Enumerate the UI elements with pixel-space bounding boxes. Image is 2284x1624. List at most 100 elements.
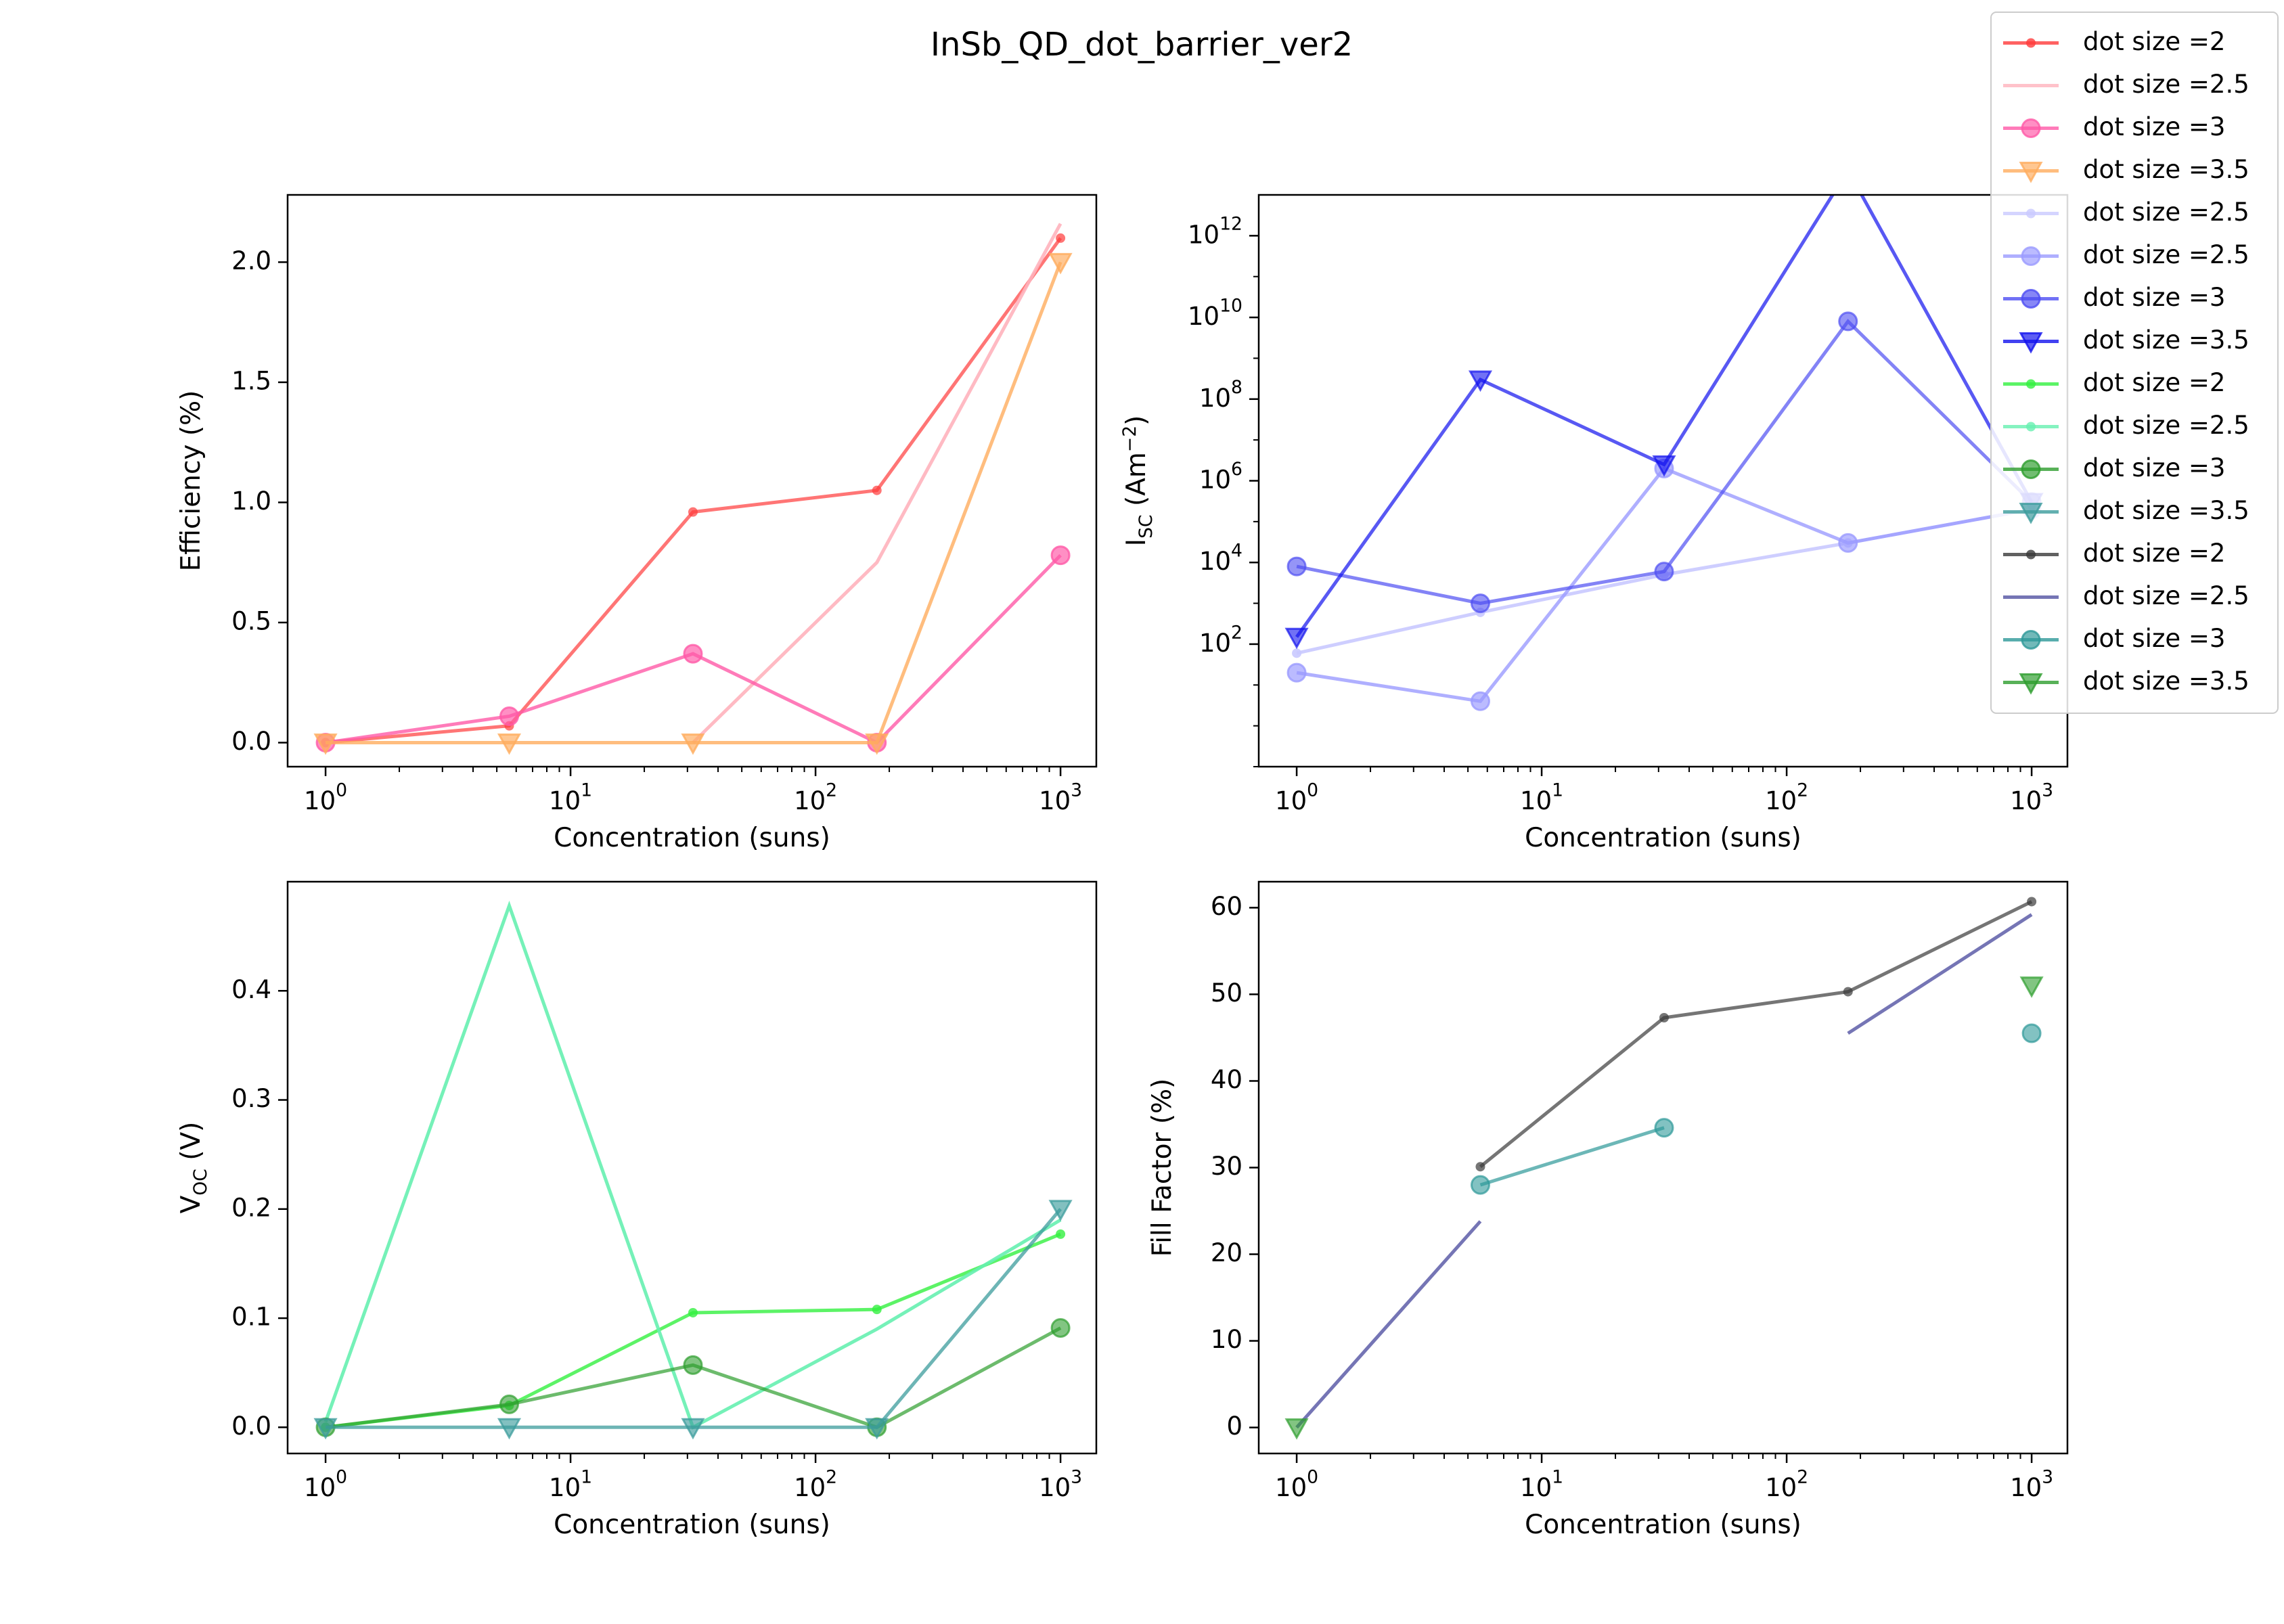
legend-label: dot size =2.5: [2083, 70, 2249, 99]
legend-label: dot size =2: [2083, 27, 2225, 56]
data-point: [872, 485, 882, 495]
legend-marker: [2019, 162, 2043, 183]
data-point: [865, 1418, 889, 1440]
y-tick-label: 40: [1211, 1065, 1242, 1094]
data-point: [1056, 1229, 1066, 1239]
legend-entry: dot size =3.5: [2003, 325, 2249, 355]
series-line: [1479, 900, 2033, 1169]
data-point: [313, 733, 338, 755]
legend-label: dot size =3: [2083, 453, 2225, 482]
chart-panel-bottom-left: 100 101 102 103 0.0 0.1 0.2 0.3 0.4 Concentration…: [176, 880, 1098, 1540]
x-axis-label: Concentration (suns): [1525, 1510, 1801, 1540]
data-point: [1468, 370, 1493, 392]
series-line: [1296, 466, 2032, 703]
data-point: [1056, 233, 1066, 243]
legend-frame: [1990, 12, 2279, 714]
legend-label: dot size =2.5: [2083, 411, 2249, 440]
legend-marker: [2021, 630, 2041, 650]
plot-area: [1284, 897, 2044, 1440]
y-tick-label: 108: [1199, 377, 1242, 413]
data-point: [1048, 252, 1073, 275]
series-1: [692, 223, 1062, 744]
series-line: [1295, 1220, 1482, 1429]
data-point: [1284, 627, 1309, 650]
data-point: [681, 1418, 705, 1440]
data-point: [2021, 1023, 2042, 1043]
legend-marker: [2026, 379, 2036, 389]
y-tick-label: 1010: [1188, 295, 1242, 331]
x-tick-label: 100: [304, 1466, 347, 1502]
legend-label: dot size =3: [2083, 624, 2225, 653]
y-tick-label: 60: [1211, 892, 1242, 921]
legend-label: dot size =3.5: [2083, 667, 2249, 696]
x-tick-label: 100: [1275, 780, 1318, 815]
legend-label: dot size =3: [2083, 283, 2225, 312]
x-tick-label: 103: [2010, 1466, 2053, 1502]
series-line: [323, 900, 1062, 1430]
x-tick-label: 102: [794, 780, 837, 815]
legend-marker: [2019, 673, 2043, 695]
figure-title: InSb_QD_dot_barrier_ver2: [931, 26, 1353, 64]
data-point: [1292, 648, 1302, 658]
y-tick-label: 0.4: [231, 975, 271, 1004]
legend-label: dot size =3.5: [2083, 325, 2249, 355]
x-tick-label: 100: [1275, 1466, 1318, 1502]
x-tick-label: 103: [1039, 1466, 1082, 1502]
series-line: [326, 1208, 1062, 1429]
chart-panel-top-right: 100 101 102 103 102 104 106 108 1010 1012 Concentr…: [1119, 162, 2069, 853]
data-point: [1838, 162, 1858, 181]
data-point: [1475, 1162, 1485, 1172]
x-tick-label: 101: [549, 1466, 592, 1502]
legend-entry: dot size =3.5: [2003, 155, 2249, 184]
x-tick-label: 103: [2010, 780, 2053, 815]
series-0: [321, 233, 1066, 748]
legend-marker: [2026, 38, 2036, 48]
series-0: [321, 1229, 1066, 1433]
legend-label: dot size =2: [2083, 368, 2225, 397]
data-point: [1286, 662, 1307, 683]
y-tick-label: 50: [1211, 978, 1242, 1008]
y-tick-label: 1.5: [231, 366, 271, 395]
legend-entry: dot size =2.5: [2003, 411, 2249, 440]
legend-label: dot size =2.5: [2083, 240, 2249, 269]
x-tick-label: 101: [1520, 780, 1563, 815]
legend-marker: [2026, 422, 2036, 432]
data-point: [1048, 1200, 1073, 1221]
series-3: [313, 1200, 1073, 1440]
legend-entry: dot size =3.5: [2003, 496, 2249, 525]
plot-area: [1284, 162, 2044, 711]
series-line: [1847, 913, 2033, 1035]
x-tick-label: 102: [1765, 1466, 1808, 1502]
y-tick-label: 10: [1211, 1325, 1242, 1354]
data-point: [1659, 1013, 1669, 1023]
y-axis-label: VOC (V): [176, 1122, 211, 1214]
y-tick-label: 20: [1211, 1238, 1242, 1267]
data-point: [1050, 1318, 1071, 1338]
y-tick-label: 0.0: [231, 727, 271, 756]
y-axis-label: Fill Factor (%): [1147, 1079, 1178, 1257]
data-point: [1652, 455, 1676, 477]
legend-entry: dot size =3.5: [2003, 667, 2249, 696]
plot-area: [313, 223, 1073, 755]
legend-label: dot size =3.5: [2083, 496, 2249, 525]
data-point: [683, 1355, 703, 1375]
legend-marker: [2026, 549, 2036, 560]
y-tick-label: 102: [1199, 622, 1242, 658]
series-line: [325, 1326, 1062, 1430]
x-tick-label: 102: [794, 1466, 837, 1502]
chart-panels: 100 101 102 1030.00.51.01.52.0Concentration…: [176, 162, 2069, 1540]
axes-frame: [286, 194, 1098, 768]
data-point: [2027, 897, 2037, 907]
y-tick-label: 104: [1199, 540, 1242, 576]
y-axis-label: ISC (Am−2): [1119, 415, 1157, 547]
series-0: [1475, 897, 2037, 1172]
legend-entry: dot size =3: [2003, 453, 2225, 482]
y-tick-label: 0.0: [231, 1412, 271, 1441]
legend: dot size =2 dot size =2.5 dot size =3 dot s…: [1990, 12, 2279, 714]
legend-entry: dot size =3: [2003, 283, 2225, 312]
series-1: [323, 900, 1062, 1430]
data-point: [688, 507, 698, 517]
legend-marker: [2026, 208, 2036, 219]
data-point: [497, 733, 522, 755]
